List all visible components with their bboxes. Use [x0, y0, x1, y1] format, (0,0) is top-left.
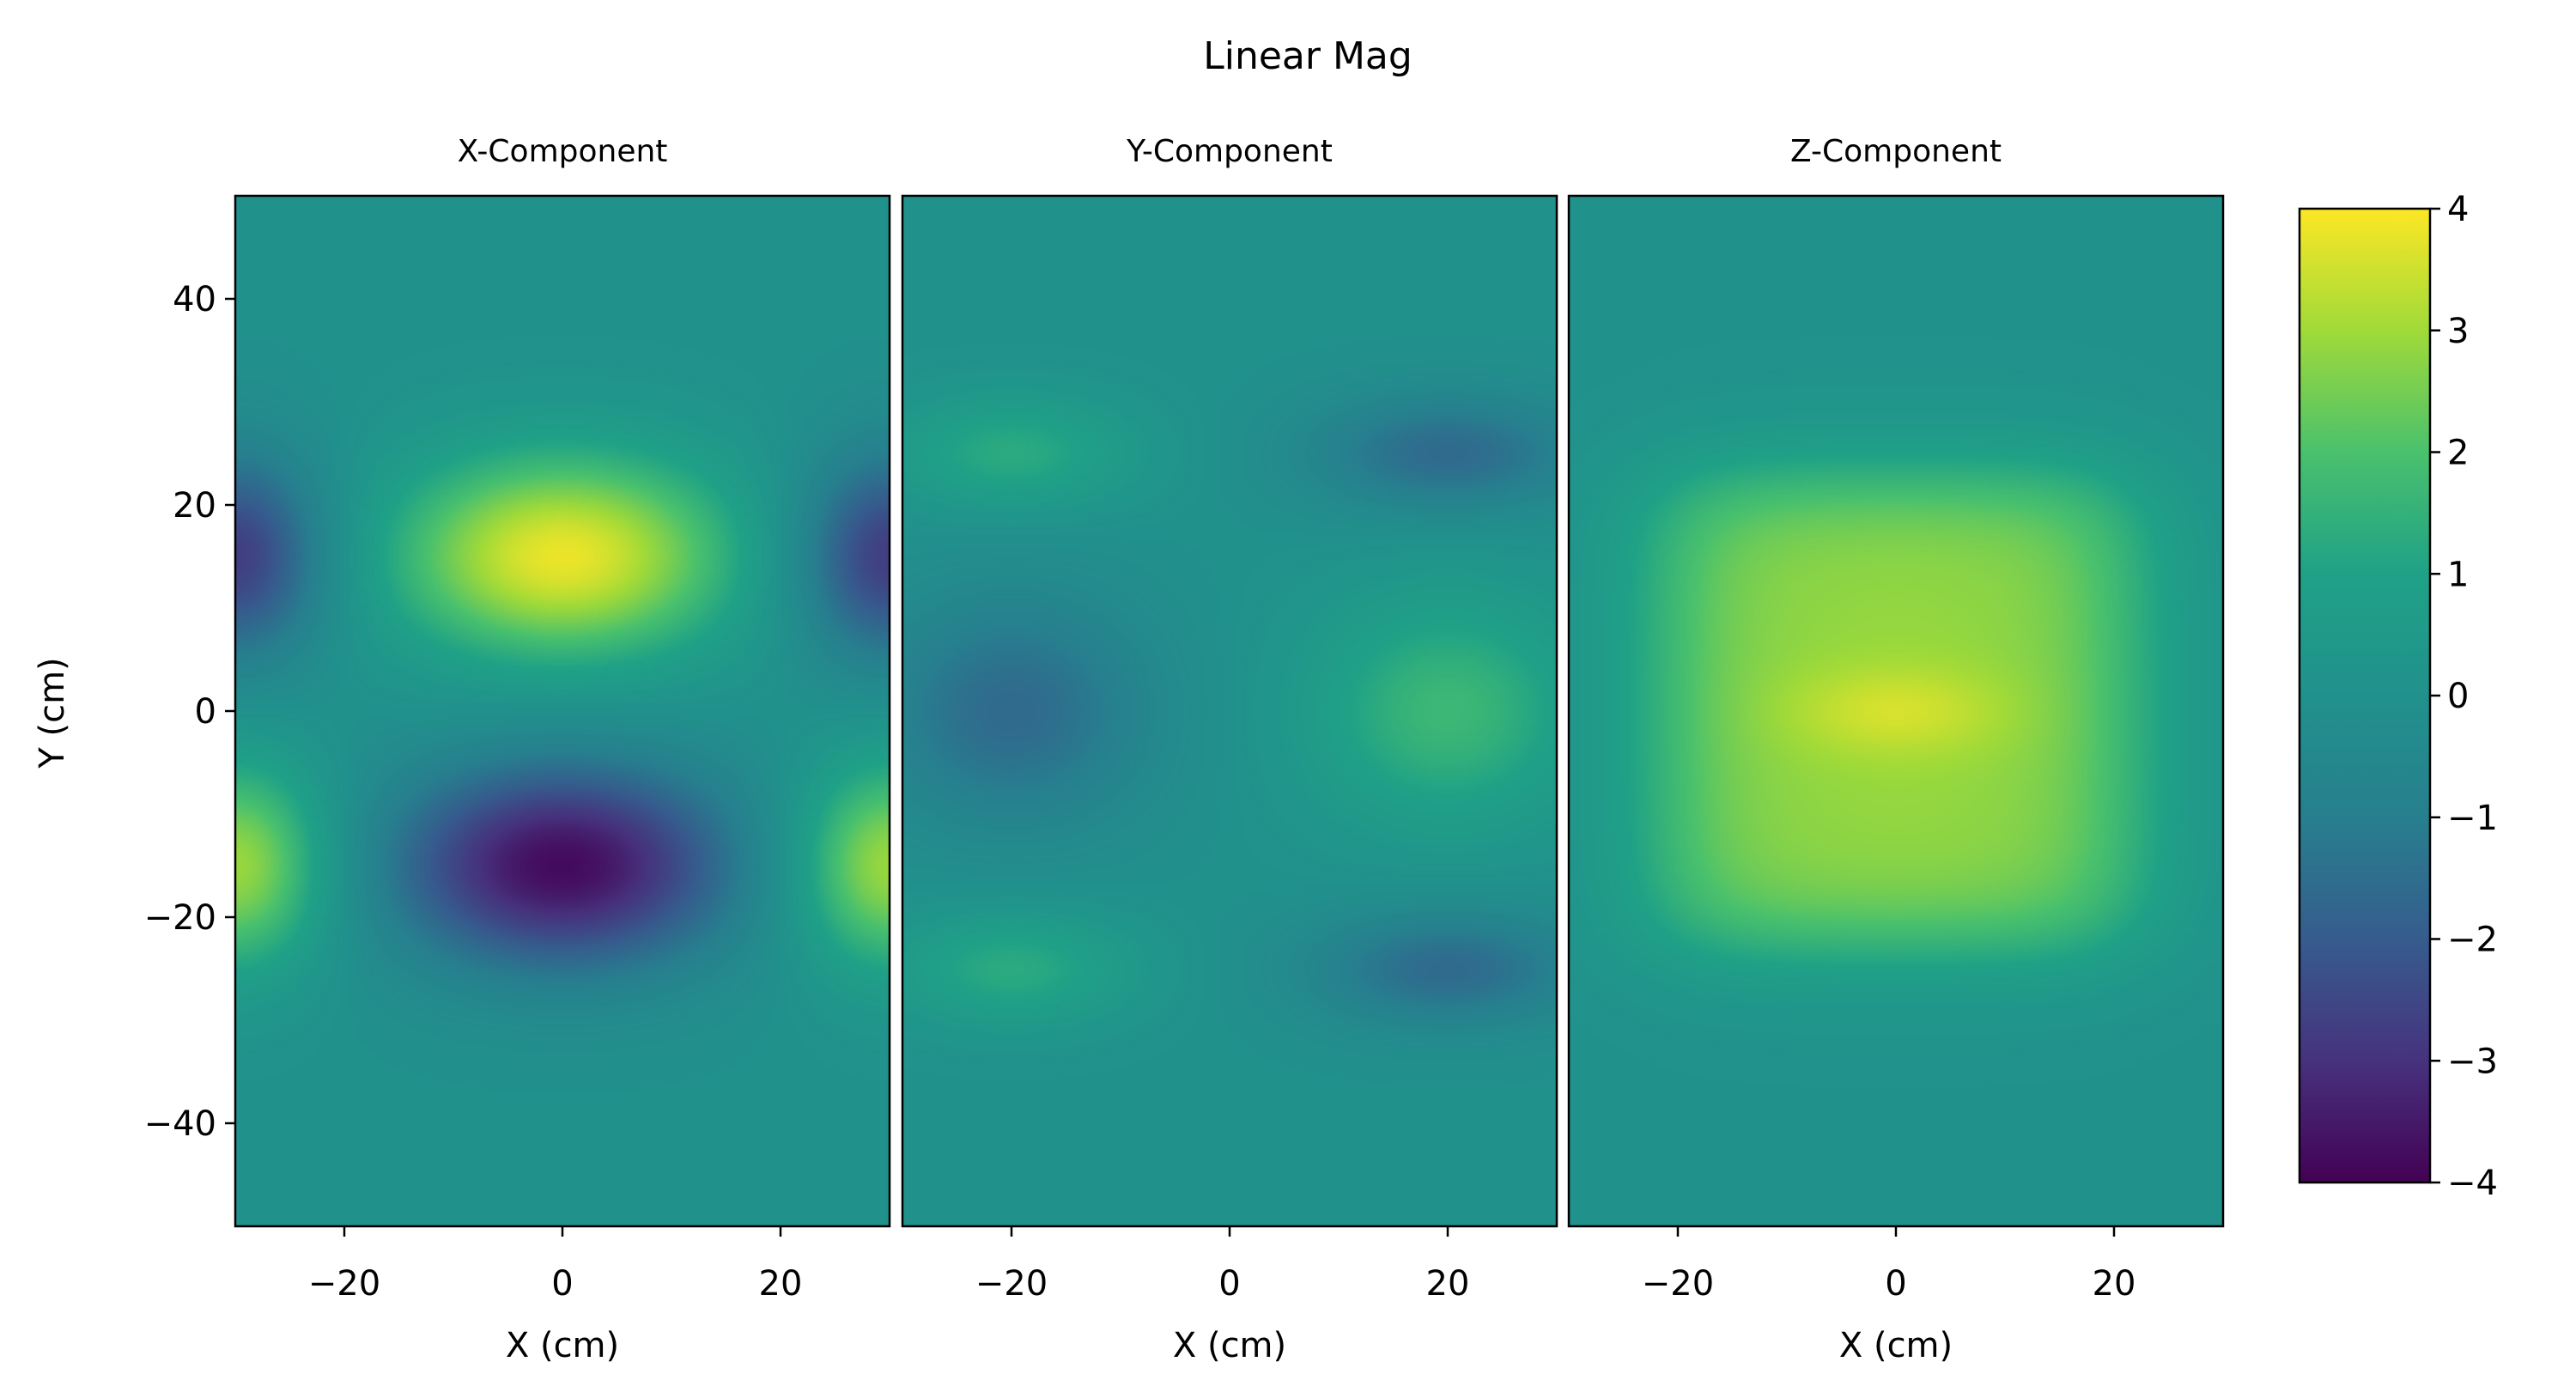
x-tick-label: −20 — [1642, 1264, 1714, 1304]
x-tick-label: 0 — [1218, 1264, 1240, 1304]
heatmap-image — [1569, 196, 2223, 1226]
y-axis-label: Y (cm) — [33, 657, 72, 769]
colorbar-tick-label: −1 — [2447, 799, 2498, 838]
x-axis-label: X (cm) — [1839, 1326, 1953, 1365]
panel-x-component: X-Component −20 0 20 X (cm) 40 20 0 −20 −40 — [144, 134, 891, 1365]
x-axis-label: X (cm) — [1173, 1326, 1286, 1365]
y-tick-label: 20 — [173, 486, 216, 526]
panel-y-component: Y-Component −20 0 20 X (cm) — [901, 134, 1558, 1365]
x-tick-label: 20 — [759, 1264, 803, 1304]
y-tick-label: −20 — [144, 898, 216, 938]
colorbar-tick-label: −3 — [2447, 1042, 2498, 1081]
heatmap-image — [902, 196, 1557, 1226]
x-axis-label: X (cm) — [506, 1326, 619, 1365]
colorbar-tick-label: 4 — [2447, 190, 2469, 229]
x-tick-label: 0 — [1885, 1264, 1906, 1304]
colorbar-tick-label: 1 — [2447, 555, 2469, 594]
colorbar-tick-label: 2 — [2447, 434, 2469, 473]
y-tick-label: 40 — [173, 280, 216, 319]
y-tick-label: 0 — [195, 692, 216, 732]
panel-title: Y-Component — [1126, 134, 1333, 169]
colorbar-tick-label: −4 — [2447, 1164, 2498, 1203]
colorbar-tick-label: 0 — [2447, 677, 2469, 716]
colorbar-gradient — [2298, 207, 2432, 1184]
colorbar-ticks: 4 3 2 1 0 −1 −2 −3 −4 — [2430, 190, 2498, 1203]
panels: X-Component −20 0 20 X (cm) 40 20 0 −20 −40 Y-Comp… — [144, 134, 2225, 1365]
x-tick-label: −20 — [975, 1264, 1048, 1304]
panel-title: X-Component — [458, 134, 668, 169]
x-tick-label: 0 — [551, 1264, 573, 1304]
panel-z-component: Z-Component −20 0 20 X (cm) — [1567, 134, 2225, 1365]
y-tick-label: −40 — [144, 1104, 216, 1144]
x-tick-label: −20 — [308, 1264, 380, 1304]
colorbar: 4 3 2 1 0 −1 −2 −3 −4 — [2298, 190, 2498, 1203]
heatmap-image — [235, 196, 890, 1226]
colorbar-tick-label: −2 — [2447, 921, 2498, 960]
panel-title: Z-Component — [1790, 134, 2002, 169]
x-tick-label: 20 — [2093, 1264, 2136, 1304]
figure-title: Linear Mag — [1203, 34, 1413, 78]
colorbar-tick-label: 3 — [2447, 312, 2469, 351]
x-tick-label: 20 — [1426, 1264, 1470, 1304]
